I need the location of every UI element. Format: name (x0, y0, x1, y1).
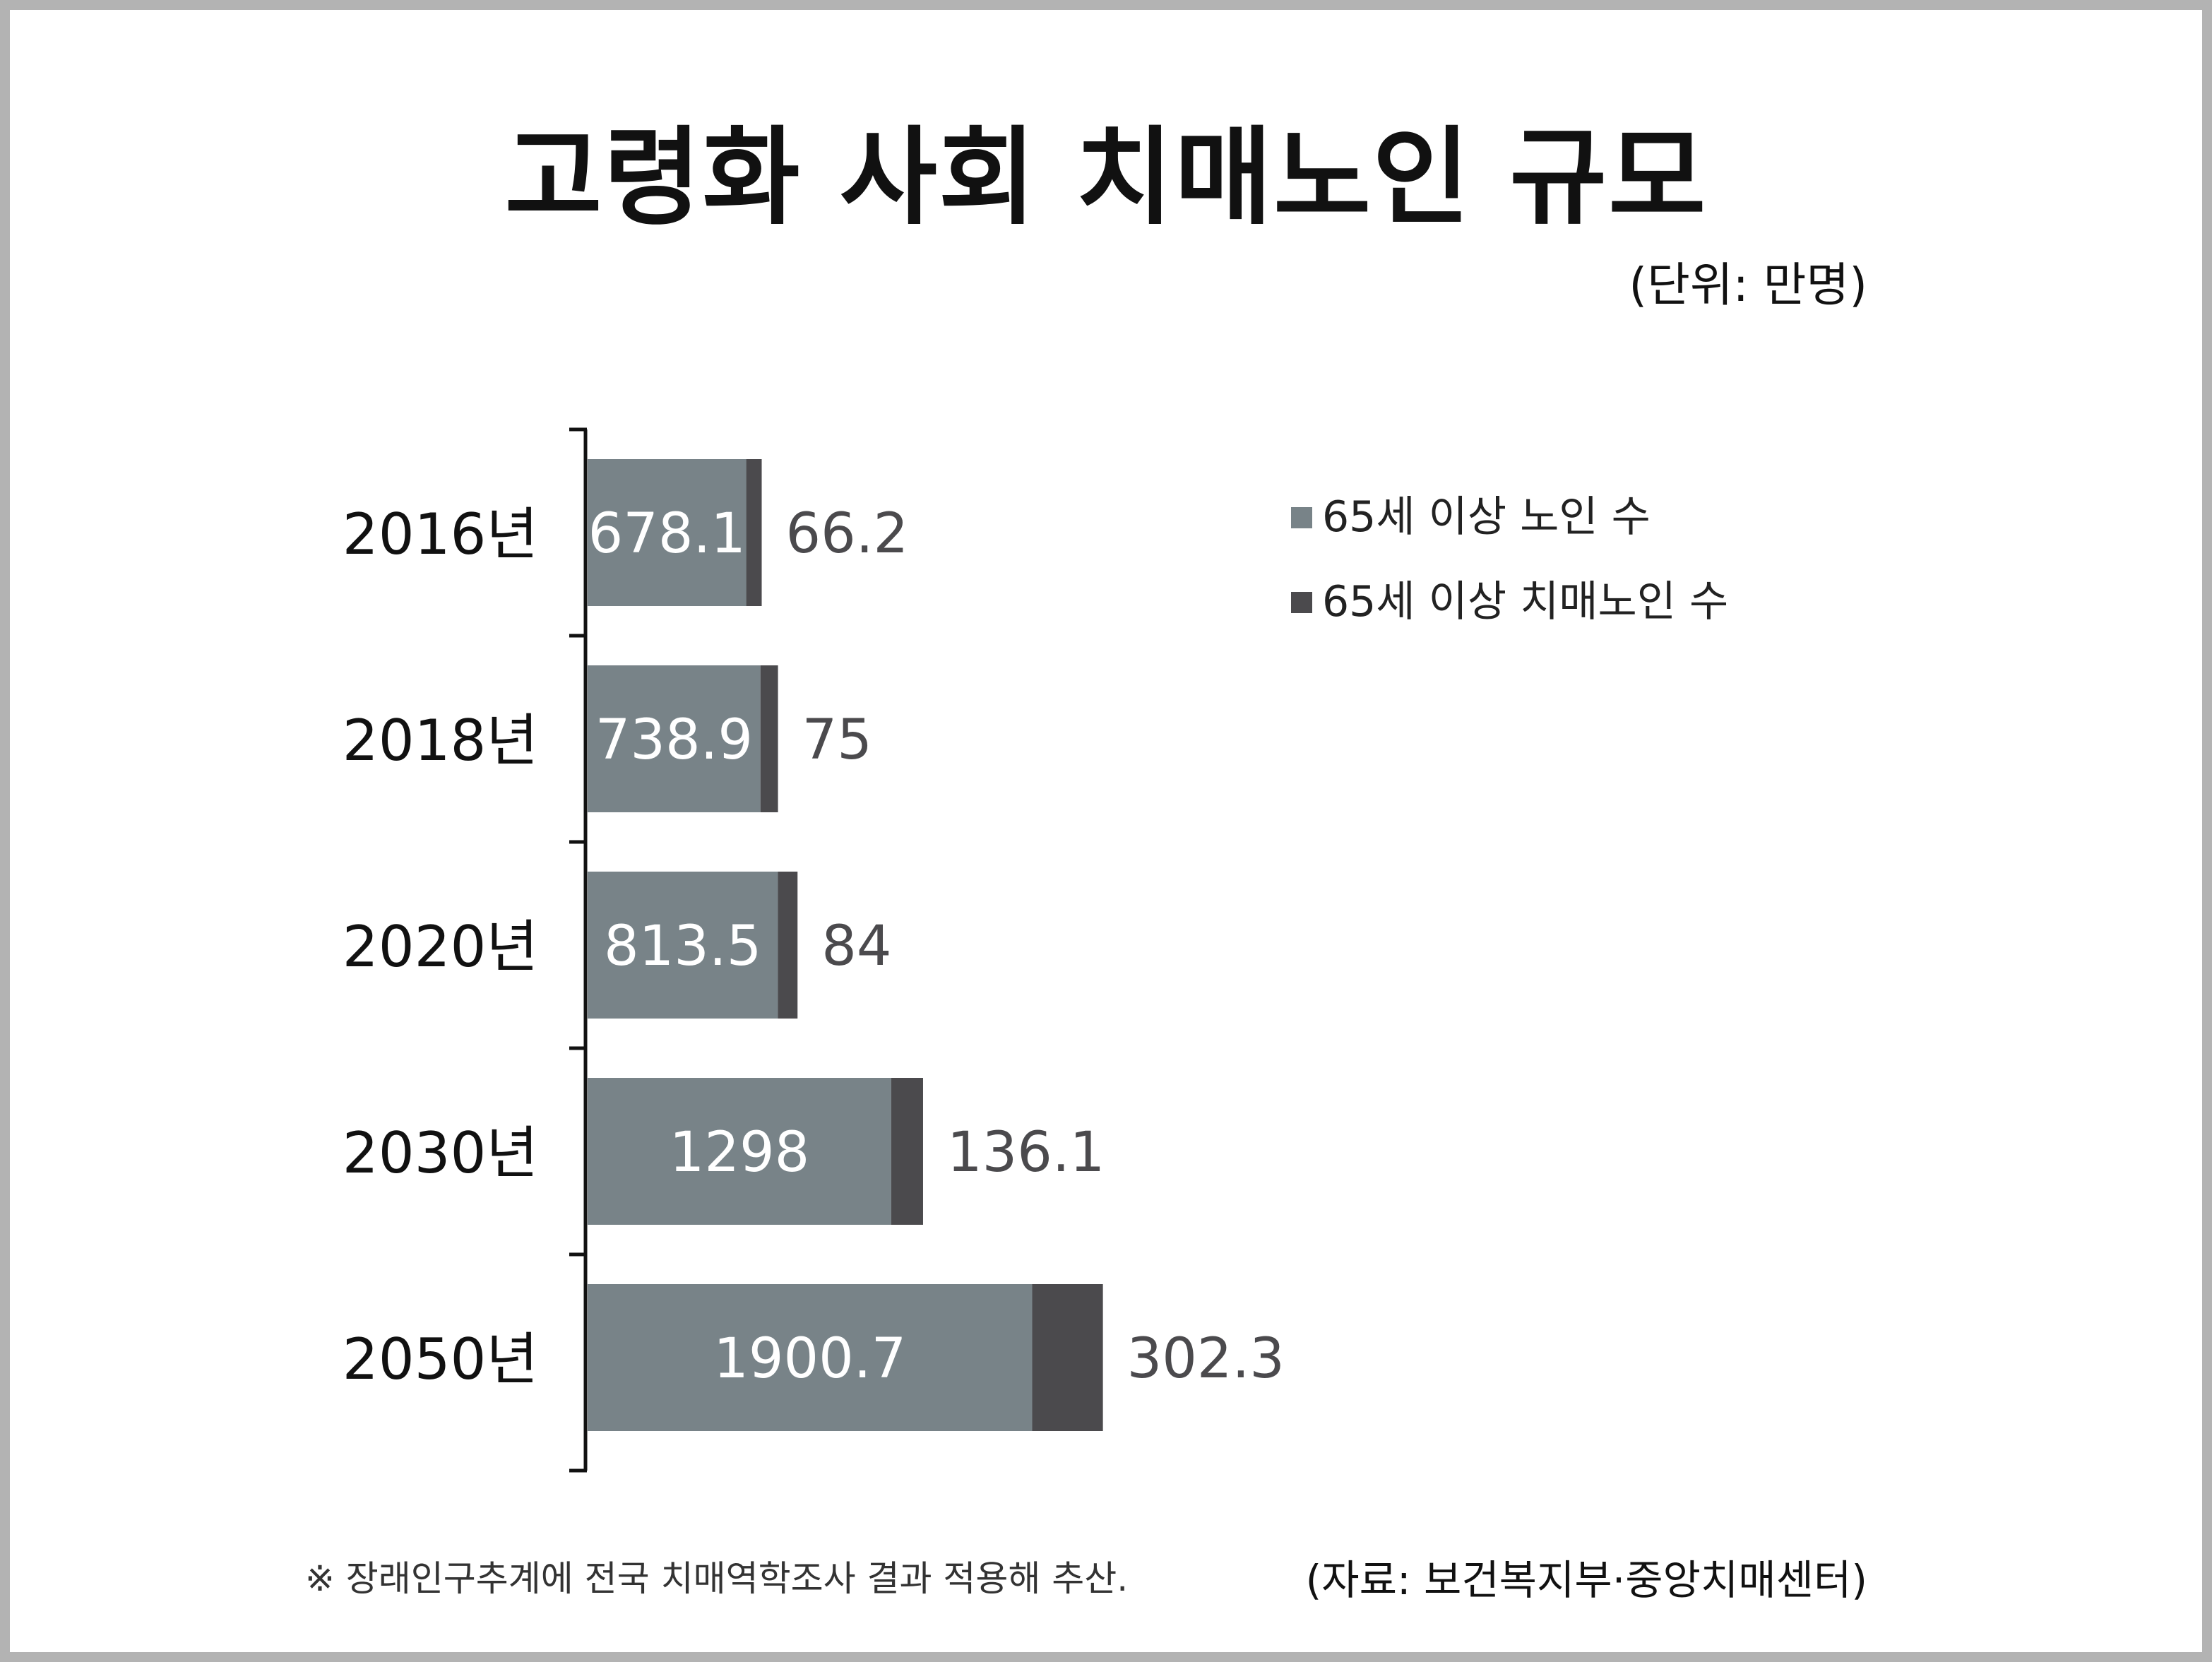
category-label: 2020년 (343, 914, 538, 980)
bar-dementia (891, 1078, 923, 1225)
category-label: 2030년 (343, 1120, 538, 1186)
legend-swatch (1291, 507, 1312, 528)
bar-elderly (588, 1284, 1033, 1431)
category-label: 2018년 (343, 708, 538, 773)
unit-label: (단위: 만명) (1629, 258, 1867, 312)
bar-elderly (588, 1078, 891, 1225)
bar-elderly (588, 459, 747, 606)
data-label-elderly: 813.5 (604, 915, 761, 978)
chart-title: 고령화 사회 치매노인 규모 (504, 117, 1708, 239)
bar-dementia (1032, 1284, 1103, 1431)
legend-swatch (1291, 592, 1312, 613)
bar-dementia (760, 665, 778, 812)
footnote: ※ 장래인구추계에 전국 치매역학조사 결과 적용해 추산. (305, 1558, 1129, 1599)
legend-label: 65세 이상 치매노인 수 (1322, 577, 1728, 627)
data-label-elderly: 1298 (670, 1121, 810, 1185)
data-label-dementia: 84 (821, 915, 891, 978)
bar-dementia (778, 872, 798, 1019)
data-label-elderly: 678.1 (588, 502, 746, 566)
legend: 65세 이상 노인 수 65세 이상 치매노인 수 (1291, 492, 1728, 627)
legend-label: 65세 이상 노인 수 (1322, 492, 1651, 542)
data-label-dementia: 302.3 (1127, 1327, 1285, 1391)
bar-elderly (588, 665, 761, 812)
source-note: (자료: 보건복지부·중앙치매센터) (1305, 1556, 1867, 1604)
y-axis (569, 427, 588, 1473)
category-label: 2016년 (343, 501, 538, 567)
category-label: 2050년 (343, 1326, 538, 1392)
bars (588, 459, 1103, 1431)
data-label-dementia: 136.1 (947, 1121, 1105, 1185)
data-label-dementia: 66.2 (786, 502, 909, 566)
bar-elderly (588, 872, 778, 1019)
bar-dementia (746, 459, 762, 606)
data-label-dementia: 75 (802, 708, 872, 772)
data-label-elderly: 1900.7 (713, 1327, 906, 1391)
labels: 2016년 678.1 66.2 2018년 738.9 75 2020년 813.5 84 20… (343, 501, 1285, 1392)
data-label-elderly: 738.9 (595, 708, 753, 772)
